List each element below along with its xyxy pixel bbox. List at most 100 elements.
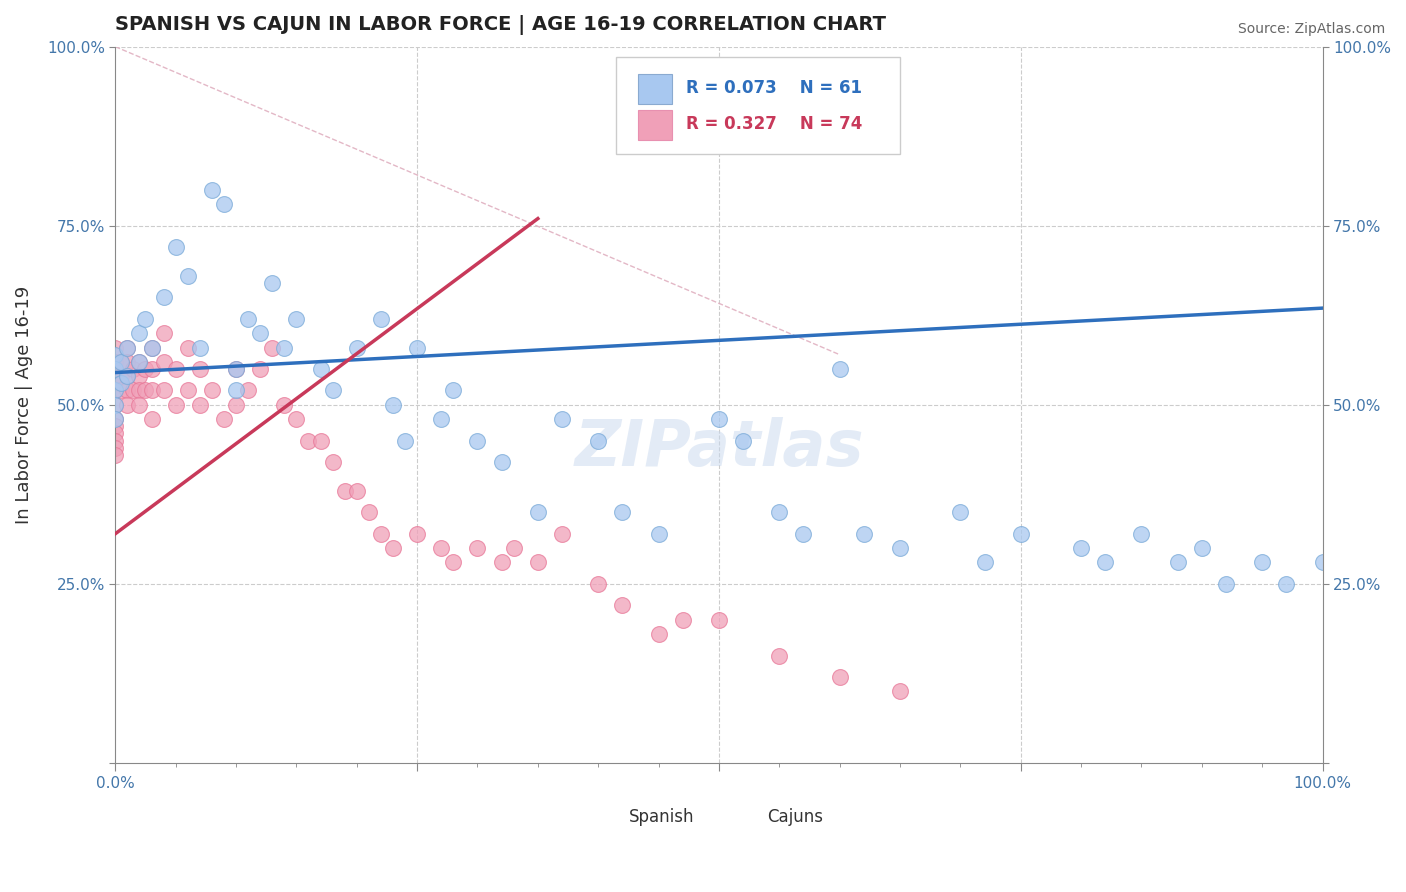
- Text: Spanish: Spanish: [628, 807, 695, 826]
- Point: [152, 290, 174, 304]
- Point: [110, 369, 132, 384]
- Point: [889, 541, 911, 555]
- Point: [201, 384, 224, 398]
- Point: [1070, 541, 1092, 555]
- Point: [117, 341, 139, 355]
- Point: [430, 541, 453, 555]
- Point: [104, 441, 127, 455]
- Point: [733, 434, 755, 448]
- Point: [128, 355, 150, 369]
- Point: [152, 384, 174, 398]
- Point: [141, 341, 163, 355]
- Point: [104, 376, 127, 391]
- Point: [527, 505, 550, 519]
- Point: [647, 526, 669, 541]
- Point: [188, 341, 211, 355]
- Text: R = 0.327    N = 74: R = 0.327 N = 74: [686, 115, 863, 133]
- FancyBboxPatch shape: [616, 57, 900, 154]
- Point: [297, 434, 319, 448]
- Point: [225, 384, 247, 398]
- Point: [212, 197, 235, 211]
- Point: [104, 412, 127, 426]
- Point: [104, 419, 127, 434]
- Point: [177, 384, 200, 398]
- Point: [110, 355, 132, 369]
- Point: [117, 398, 139, 412]
- Point: [491, 455, 513, 469]
- Point: [122, 362, 145, 376]
- Point: [104, 398, 127, 412]
- Point: [128, 369, 150, 384]
- Point: [128, 384, 150, 398]
- Point: [309, 434, 332, 448]
- Point: [370, 311, 392, 326]
- Point: [104, 362, 127, 376]
- Point: [212, 412, 235, 426]
- Point: [141, 362, 163, 376]
- Point: [551, 412, 574, 426]
- Point: [551, 526, 574, 541]
- Point: [104, 412, 127, 426]
- Point: [188, 398, 211, 412]
- Point: [134, 311, 156, 326]
- Point: [285, 412, 308, 426]
- Point: [1191, 541, 1213, 555]
- Point: [322, 455, 344, 469]
- Point: [128, 326, 150, 341]
- Point: [201, 183, 224, 197]
- Point: [225, 362, 247, 376]
- Point: [1094, 555, 1116, 569]
- Point: [949, 505, 972, 519]
- Point: [491, 555, 513, 569]
- Point: [333, 483, 356, 498]
- Point: [828, 362, 851, 376]
- Text: ZIPatlas: ZIPatlas: [574, 417, 863, 479]
- Point: [1130, 526, 1153, 541]
- Point: [357, 505, 380, 519]
- Point: [973, 555, 995, 569]
- Point: [117, 369, 139, 384]
- Point: [346, 483, 368, 498]
- Point: [165, 240, 187, 254]
- Point: [852, 526, 875, 541]
- Point: [104, 398, 127, 412]
- Point: [177, 268, 200, 283]
- Text: SPANISH VS CAJUN IN LABOR FORCE | AGE 16-19 CORRELATION CHART: SPANISH VS CAJUN IN LABOR FORCE | AGE 16…: [115, 15, 886, 35]
- Point: [117, 384, 139, 398]
- Point: [467, 541, 489, 555]
- Point: [707, 613, 730, 627]
- Point: [309, 362, 332, 376]
- Point: [188, 362, 211, 376]
- Point: [104, 355, 127, 369]
- Point: [165, 398, 187, 412]
- Point: [430, 412, 453, 426]
- Point: [1010, 526, 1032, 541]
- Point: [104, 348, 127, 362]
- Point: [672, 613, 695, 627]
- Point: [441, 555, 464, 569]
- Point: [647, 627, 669, 641]
- Point: [110, 376, 132, 391]
- Point: [104, 448, 127, 462]
- Text: Source: ZipAtlas.com: Source: ZipAtlas.com: [1237, 22, 1385, 37]
- Point: [394, 434, 416, 448]
- Point: [768, 648, 790, 663]
- Point: [382, 398, 405, 412]
- Point: [128, 355, 150, 369]
- Point: [141, 412, 163, 426]
- Point: [370, 526, 392, 541]
- Point: [104, 434, 127, 448]
- Point: [152, 355, 174, 369]
- Point: [249, 326, 271, 341]
- Bar: [638, 74, 672, 104]
- Point: [117, 341, 139, 355]
- Point: [236, 311, 259, 326]
- Point: [249, 362, 271, 376]
- Point: [273, 341, 295, 355]
- Point: [441, 384, 464, 398]
- Point: [1215, 577, 1237, 591]
- Point: [141, 384, 163, 398]
- Point: [285, 311, 308, 326]
- Point: [117, 355, 139, 369]
- Point: [165, 362, 187, 376]
